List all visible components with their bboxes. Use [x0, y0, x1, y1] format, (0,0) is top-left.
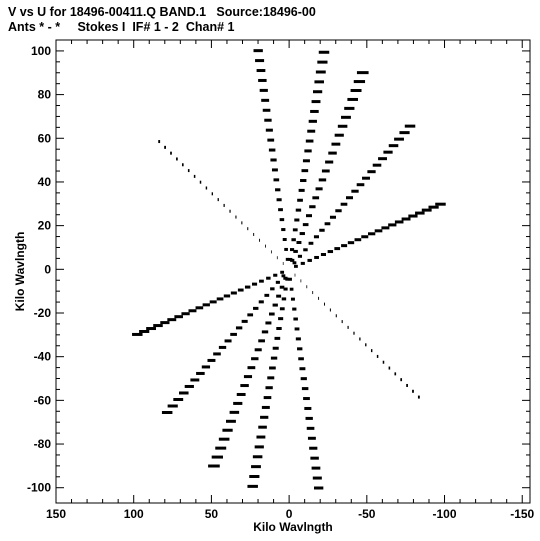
y-tick-label: 80	[38, 88, 52, 102]
uv-points	[132, 49, 446, 490]
x-tick-label: -100	[433, 507, 457, 521]
y-tick-label: 40	[38, 175, 52, 189]
y-tick-label: 100	[31, 44, 51, 58]
plot-subtitle: Ants * - * Stokes I IF# 1 - 2 Chan# 1	[8, 20, 235, 34]
y-axis-label: Kilo Wavlngth	[13, 232, 27, 312]
y-tick-label: -60	[34, 393, 52, 407]
x-axis-label: Kilo Wavlngth	[253, 520, 333, 534]
y-tick-label: -20	[34, 306, 52, 320]
y-tick-label: -40	[34, 350, 52, 364]
y-tick-label: -100	[27, 481, 51, 495]
axis-ticks	[55, 40, 530, 503]
tick-labels: 150 100 50 0 -50 -100 -150 100 80 60 40 20 0 -20 -40 -6…	[27, 44, 535, 521]
plot-title: V vs U for 18496-00411.Q BAND.1 Source:1…	[8, 5, 316, 19]
x-tick-label: 150	[46, 507, 66, 521]
plot-frame	[55, 39, 531, 504]
y-tick-label: 20	[38, 219, 52, 233]
x-tick-label: -150	[510, 507, 534, 521]
x-tick-label: 50	[205, 507, 219, 521]
x-tick-label: 100	[124, 507, 144, 521]
y-tick-label: 60	[38, 131, 52, 145]
y-tick-label: 0	[44, 262, 51, 276]
x-tick-label: -50	[358, 507, 376, 521]
x-tick-label: 0	[286, 507, 293, 521]
y-tick-label: -80	[34, 437, 52, 451]
